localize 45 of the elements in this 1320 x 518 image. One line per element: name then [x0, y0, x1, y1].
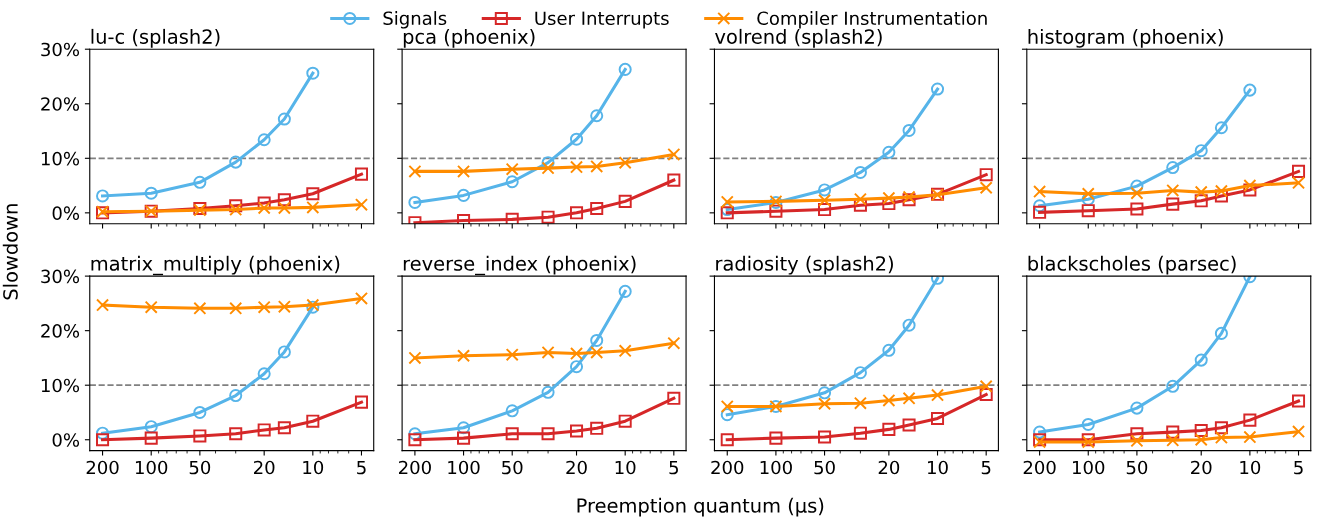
chart-title: radiosity (splash2) [716, 255, 893, 275]
x-tick-label: 50 [502, 460, 523, 475]
chart-title: reverse_index (phoenix) [403, 255, 636, 276]
x-tick-label: 20 [566, 460, 587, 475]
y-tick-label: 0% [52, 433, 80, 447]
x-tick-label: 5 [981, 460, 991, 475]
x-tick-label: 10 [303, 460, 324, 475]
y-tick-label: 30% [41, 42, 80, 57]
x-tick-label: 100 [1073, 460, 1105, 475]
x-tick-label: 200 [399, 460, 431, 475]
chart-title: lu-c (splash2) [91, 28, 220, 48]
x-tick-label: 5 [357, 460, 366, 475]
legend-label: Compiler Instrumentation [757, 11, 987, 29]
chart-title: blackscholes (parsec) [1028, 255, 1236, 275]
x-tick-label: 200 [1023, 460, 1056, 475]
x-tick-label: 20 [878, 460, 900, 475]
y-tick-label: 10% [41, 151, 80, 166]
y-tick-label: 0% [52, 206, 80, 220]
x-tick-label: 5 [1294, 460, 1303, 475]
legend-label: Signals [383, 11, 447, 29]
x-tick-label: 50 [189, 460, 211, 475]
y-tick-label: 20% [41, 324, 80, 338]
x-tick-label: 50 [814, 460, 835, 475]
chart-title: volrend (splash2) [715, 28, 882, 48]
x-tick-label: 10 [615, 460, 636, 475]
x-axis-title: Preemption quantum (μs) [577, 497, 824, 517]
chart-title: pca (phoenix) [403, 28, 535, 48]
chart-title: histogram (phoenix) [1028, 28, 1223, 48]
x-tick-label: 100 [135, 460, 168, 475]
legend-label: User Interrupts [535, 11, 669, 29]
x-tick-label: 10 [1240, 460, 1261, 475]
y-tick-label: 20% [41, 97, 80, 111]
y-tick-label: 30% [41, 269, 80, 284]
x-tick-label: 20 [254, 460, 275, 475]
x-tick-label: 50 [1126, 460, 1148, 475]
x-tick-label: 20 [1191, 460, 1212, 475]
x-tick-label: 100 [448, 460, 480, 475]
chart-title: matrix_multiply (phoenix) [91, 255, 340, 276]
x-tick-label: 200 [711, 460, 744, 475]
x-tick-label: 100 [760, 460, 792, 475]
x-tick-label: 10 [928, 460, 948, 475]
y-tick-label: 10% [41, 378, 80, 393]
x-tick-label: 5 [669, 460, 678, 475]
x-tick-label: 200 [86, 460, 119, 475]
y-axis-title: Slowdown [2, 204, 18, 300]
